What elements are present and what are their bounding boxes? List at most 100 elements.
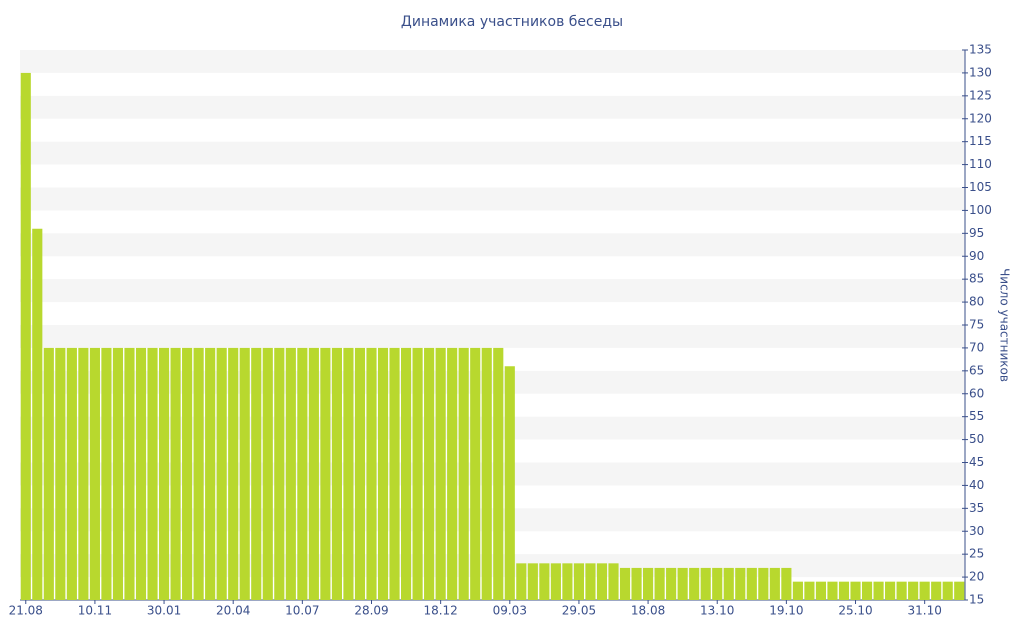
x-tick-label: 29.05 — [562, 604, 596, 618]
grid-band — [20, 187, 965, 211]
bar — [562, 563, 573, 600]
bar — [20, 72, 31, 600]
bar — [101, 347, 112, 600]
bar — [320, 347, 331, 600]
y-tick-label: 70 — [969, 340, 984, 354]
bar — [193, 347, 204, 600]
bar — [412, 347, 423, 600]
y-tick-label: 110 — [969, 157, 992, 171]
bar — [781, 567, 792, 600]
bar — [158, 347, 170, 600]
grid-band — [20, 141, 965, 165]
grid-band — [20, 95, 965, 119]
bar — [758, 567, 769, 600]
bar — [631, 567, 642, 600]
y-axis-label: Число участников — [998, 268, 1012, 382]
x-tick-label: 21.08 — [9, 604, 43, 618]
bar — [262, 347, 273, 600]
bar — [896, 581, 907, 600]
bar — [331, 347, 342, 600]
grid-band — [20, 233, 965, 257]
bar — [804, 581, 815, 600]
bar — [539, 563, 550, 600]
bar — [32, 228, 43, 600]
bar — [942, 581, 953, 600]
bar — [815, 581, 827, 600]
bar — [424, 347, 435, 600]
bar — [435, 347, 446, 600]
bar — [377, 347, 389, 600]
y-tick-label: 65 — [969, 363, 984, 377]
bar — [470, 347, 481, 600]
chart-title: Динамика участников беседы — [401, 14, 623, 30]
bar — [112, 347, 124, 600]
y-tick-label: 90 — [969, 249, 984, 263]
bar — [873, 581, 884, 600]
bar — [124, 347, 135, 600]
x-tick-label: 18.08 — [631, 604, 665, 618]
bar — [481, 347, 492, 600]
y-tick-label: 130 — [969, 65, 992, 79]
bar — [239, 347, 250, 600]
bar — [585, 563, 596, 600]
x-tick-label: 13.10 — [700, 604, 734, 618]
bar — [838, 581, 850, 600]
bar — [596, 563, 608, 600]
bar — [285, 347, 296, 600]
bar — [228, 347, 239, 600]
bar — [308, 347, 319, 600]
bar — [205, 347, 216, 600]
y-tick-label: 75 — [969, 318, 984, 332]
bar — [66, 347, 77, 600]
bar — [677, 567, 688, 600]
bar — [170, 347, 181, 600]
y-tick-label: 80 — [969, 295, 984, 309]
bar — [666, 567, 677, 600]
bar — [343, 347, 354, 600]
y-tick-label: 55 — [969, 409, 984, 423]
bar — [919, 581, 930, 600]
y-tick-label: 40 — [969, 478, 984, 492]
bar — [216, 347, 227, 600]
bar — [769, 567, 780, 600]
grid-band — [20, 325, 965, 348]
bar — [746, 567, 757, 600]
x-tick-label: 28.09 — [354, 604, 388, 618]
bar — [792, 581, 803, 600]
bar — [354, 347, 366, 600]
y-tick-label: 35 — [969, 501, 984, 515]
x-tick-label: 19.10 — [769, 604, 803, 618]
y-tick-label: 125 — [969, 88, 992, 102]
y-tick-label: 30 — [969, 524, 984, 538]
y-tick-label: 135 — [969, 43, 992, 57]
bar — [447, 347, 458, 600]
bar — [700, 567, 711, 600]
bar — [827, 581, 838, 600]
y-tick-label: 115 — [969, 134, 992, 148]
x-tick-label: 09.03 — [493, 604, 527, 618]
bar — [735, 567, 746, 600]
x-tick-label: 25.10 — [838, 604, 872, 618]
bar — [654, 567, 665, 600]
bar — [43, 347, 54, 600]
bar — [954, 581, 965, 600]
bar — [135, 347, 147, 600]
bar — [608, 563, 619, 600]
x-tick-label: 10.07 — [285, 604, 319, 618]
bar — [861, 581, 873, 600]
bar — [147, 347, 158, 600]
bar — [493, 347, 504, 600]
bar — [89, 347, 100, 600]
bar — [527, 563, 538, 600]
bar — [850, 581, 861, 600]
grid-band — [20, 50, 965, 73]
y-tick-label: 45 — [969, 455, 984, 469]
bar — [182, 347, 193, 600]
bar — [297, 347, 308, 600]
bar — [504, 366, 515, 600]
bar — [885, 581, 896, 600]
x-tick-label: 18.12 — [423, 604, 457, 618]
bar — [251, 347, 262, 600]
bar — [908, 581, 919, 600]
